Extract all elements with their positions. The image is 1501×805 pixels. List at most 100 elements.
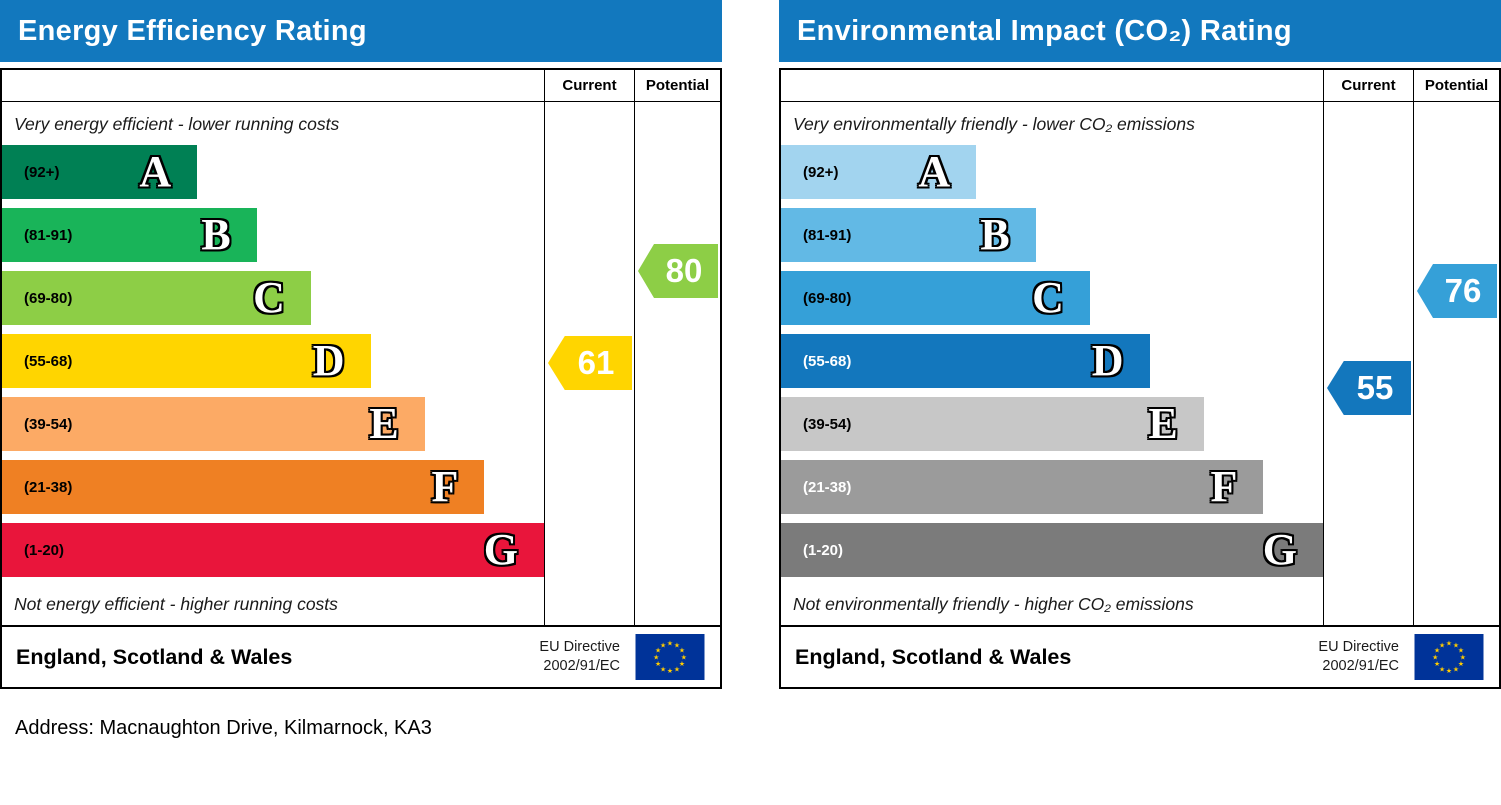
band-bar-a: (92+) A [2,145,198,199]
svg-text:★: ★ [653,653,659,661]
band-letter: B [980,210,1010,259]
band-row-a: (92+) A [2,145,544,199]
band-range-label: (21-38) [803,478,852,496]
bands-area: Very energy efficient - lower running co… [2,102,544,625]
band-bar-c: (69-80) C [781,271,1090,325]
svg-text:★: ★ [655,646,661,654]
band-row-b: (81-91) B [781,208,1323,262]
svg-text:★: ★ [1453,641,1459,649]
svg-text:★: ★ [1458,646,1464,654]
svg-text:★: ★ [1446,640,1452,648]
svg-text:★: ★ [1432,653,1438,661]
potential-rating-column: 76 [1413,102,1499,625]
svg-text:★: ★ [660,665,666,673]
eu-directive-label: EU Directive 2002/91/EC [1318,639,1399,674]
band-letter: C [1032,273,1064,322]
potential-rating-arrow: 80 [638,244,718,298]
environmental-impact-chart: Environmental Impact (CO₂) Rating Curren… [779,0,1501,689]
bottom-note: Not environmentally friendly - higher CO… [793,594,1194,614]
band-range-label: (81-91) [803,226,852,244]
band-letter: E [1148,399,1178,448]
corner-cell [2,70,544,102]
band-bar-d: (55-68) D [781,334,1150,388]
band-range-label: (39-54) [24,415,73,433]
svg-text:★: ★ [1453,665,1459,673]
band-bar-c: (69-80) C [2,271,311,325]
band-range-label: (1-20) [803,541,844,559]
potential-rating-column: 80 [634,102,720,625]
svg-text:★: ★ [1460,653,1466,661]
current-column-header: Current [1323,70,1413,102]
svg-text:★: ★ [1434,646,1440,654]
potential-rating-value: 76 [1444,272,1482,309]
band-range-label: (69-80) [24,289,73,307]
band-bar-e: (39-54) E [2,397,425,451]
current-rating-column: 55 [1323,102,1413,625]
band-bar-d: (55-68) D [2,334,371,388]
current-rating-value: 61 [577,344,615,381]
band-letter: F [431,462,459,511]
band-row-g: (1-20) G [2,523,544,577]
footer-region-label: England, Scotland & Wales [16,644,293,669]
epc-charts-container: Energy Efficiency Rating Current Potenti… [0,0,1501,689]
bottom-note: Not energy efficient - higher running co… [14,594,338,614]
band-letter: D [312,336,345,385]
svg-text:★: ★ [1439,641,1445,649]
band-row-e: (39-54) E [2,397,544,451]
top-note: Very energy efficient - lower running co… [14,114,340,134]
eu-flag-icon: ★ ★★ ★★★ ★★★ ★★★ [635,634,705,680]
band-range-label: (55-68) [803,352,852,370]
potential-column-header: Potential [1413,70,1499,102]
property-address: Address: Macnaughton Drive, Kilmarnock, … [15,717,432,739]
band-bar-f: (21-38) F [781,460,1264,514]
svg-text:★: ★ [655,660,661,668]
band-row-c: (69-80) C [781,271,1323,325]
svg-text:★: ★ [667,640,673,648]
band-range-label: (92+) [24,163,60,181]
band-row-c: (69-80) C [2,271,544,325]
band-bar-e: (39-54) E [781,397,1204,451]
current-rating-column: 61 [544,102,634,625]
potential-rating-value: 80 [665,252,703,289]
band-range-label: (81-91) [24,226,73,244]
band-range-label: (39-54) [803,415,852,433]
svg-text:★: ★ [674,665,680,673]
band-bar-g: (1-20) G [781,523,1323,577]
eu-directive-label: EU Directive 2002/91/EC [539,639,620,674]
svg-text:★: ★ [667,667,673,675]
footer-region-label: England, Scotland & Wales [795,644,1072,669]
band-range-label: (55-68) [24,352,73,370]
svg-text:★: ★ [660,641,666,649]
eu-flag-icon: ★ ★★ ★★★ ★★★ ★★★ [1414,634,1484,680]
band-letter: E [369,399,399,448]
band-row-d: (55-68) D [781,334,1323,388]
band-letter: D [1091,336,1124,385]
band-bar-b: (81-91) B [781,208,1036,262]
potential-column-header: Potential [634,70,720,102]
svg-text:★: ★ [679,660,685,668]
energy-efficiency-title: Energy Efficiency Rating [0,0,722,62]
band-row-e: (39-54) E [781,397,1323,451]
current-rating-arrow: 55 [1327,361,1411,415]
band-range-label: (92+) [803,163,839,181]
svg-text:★: ★ [1458,660,1464,668]
band-letter: C [253,273,285,322]
svg-text:★: ★ [1439,665,1445,673]
band-letter: F [1210,462,1238,511]
band-range-label: (21-38) [24,478,73,496]
current-rating-value: 55 [1356,369,1394,406]
svg-text:★: ★ [681,653,687,661]
energy-efficiency-frame: Current Potential Very energy efficient … [0,68,722,689]
band-letter: B [201,210,231,259]
energy-efficiency-chart: Energy Efficiency Rating Current Potenti… [0,0,722,689]
band-range-label: (69-80) [803,289,852,307]
svg-text:★: ★ [1434,660,1440,668]
band-bar-b: (81-91) B [2,208,257,262]
current-column-header: Current [544,70,634,102]
band-row-a: (92+) A [781,145,1323,199]
environmental-impact-frame: Current Potential Very environmentally f… [779,68,1501,689]
band-row-f: (21-38) F [2,460,544,514]
svg-text:★: ★ [1446,667,1452,675]
environmental-impact-title: Environmental Impact (CO₂) Rating [779,0,1501,62]
band-bar-f: (21-38) F [2,460,485,514]
